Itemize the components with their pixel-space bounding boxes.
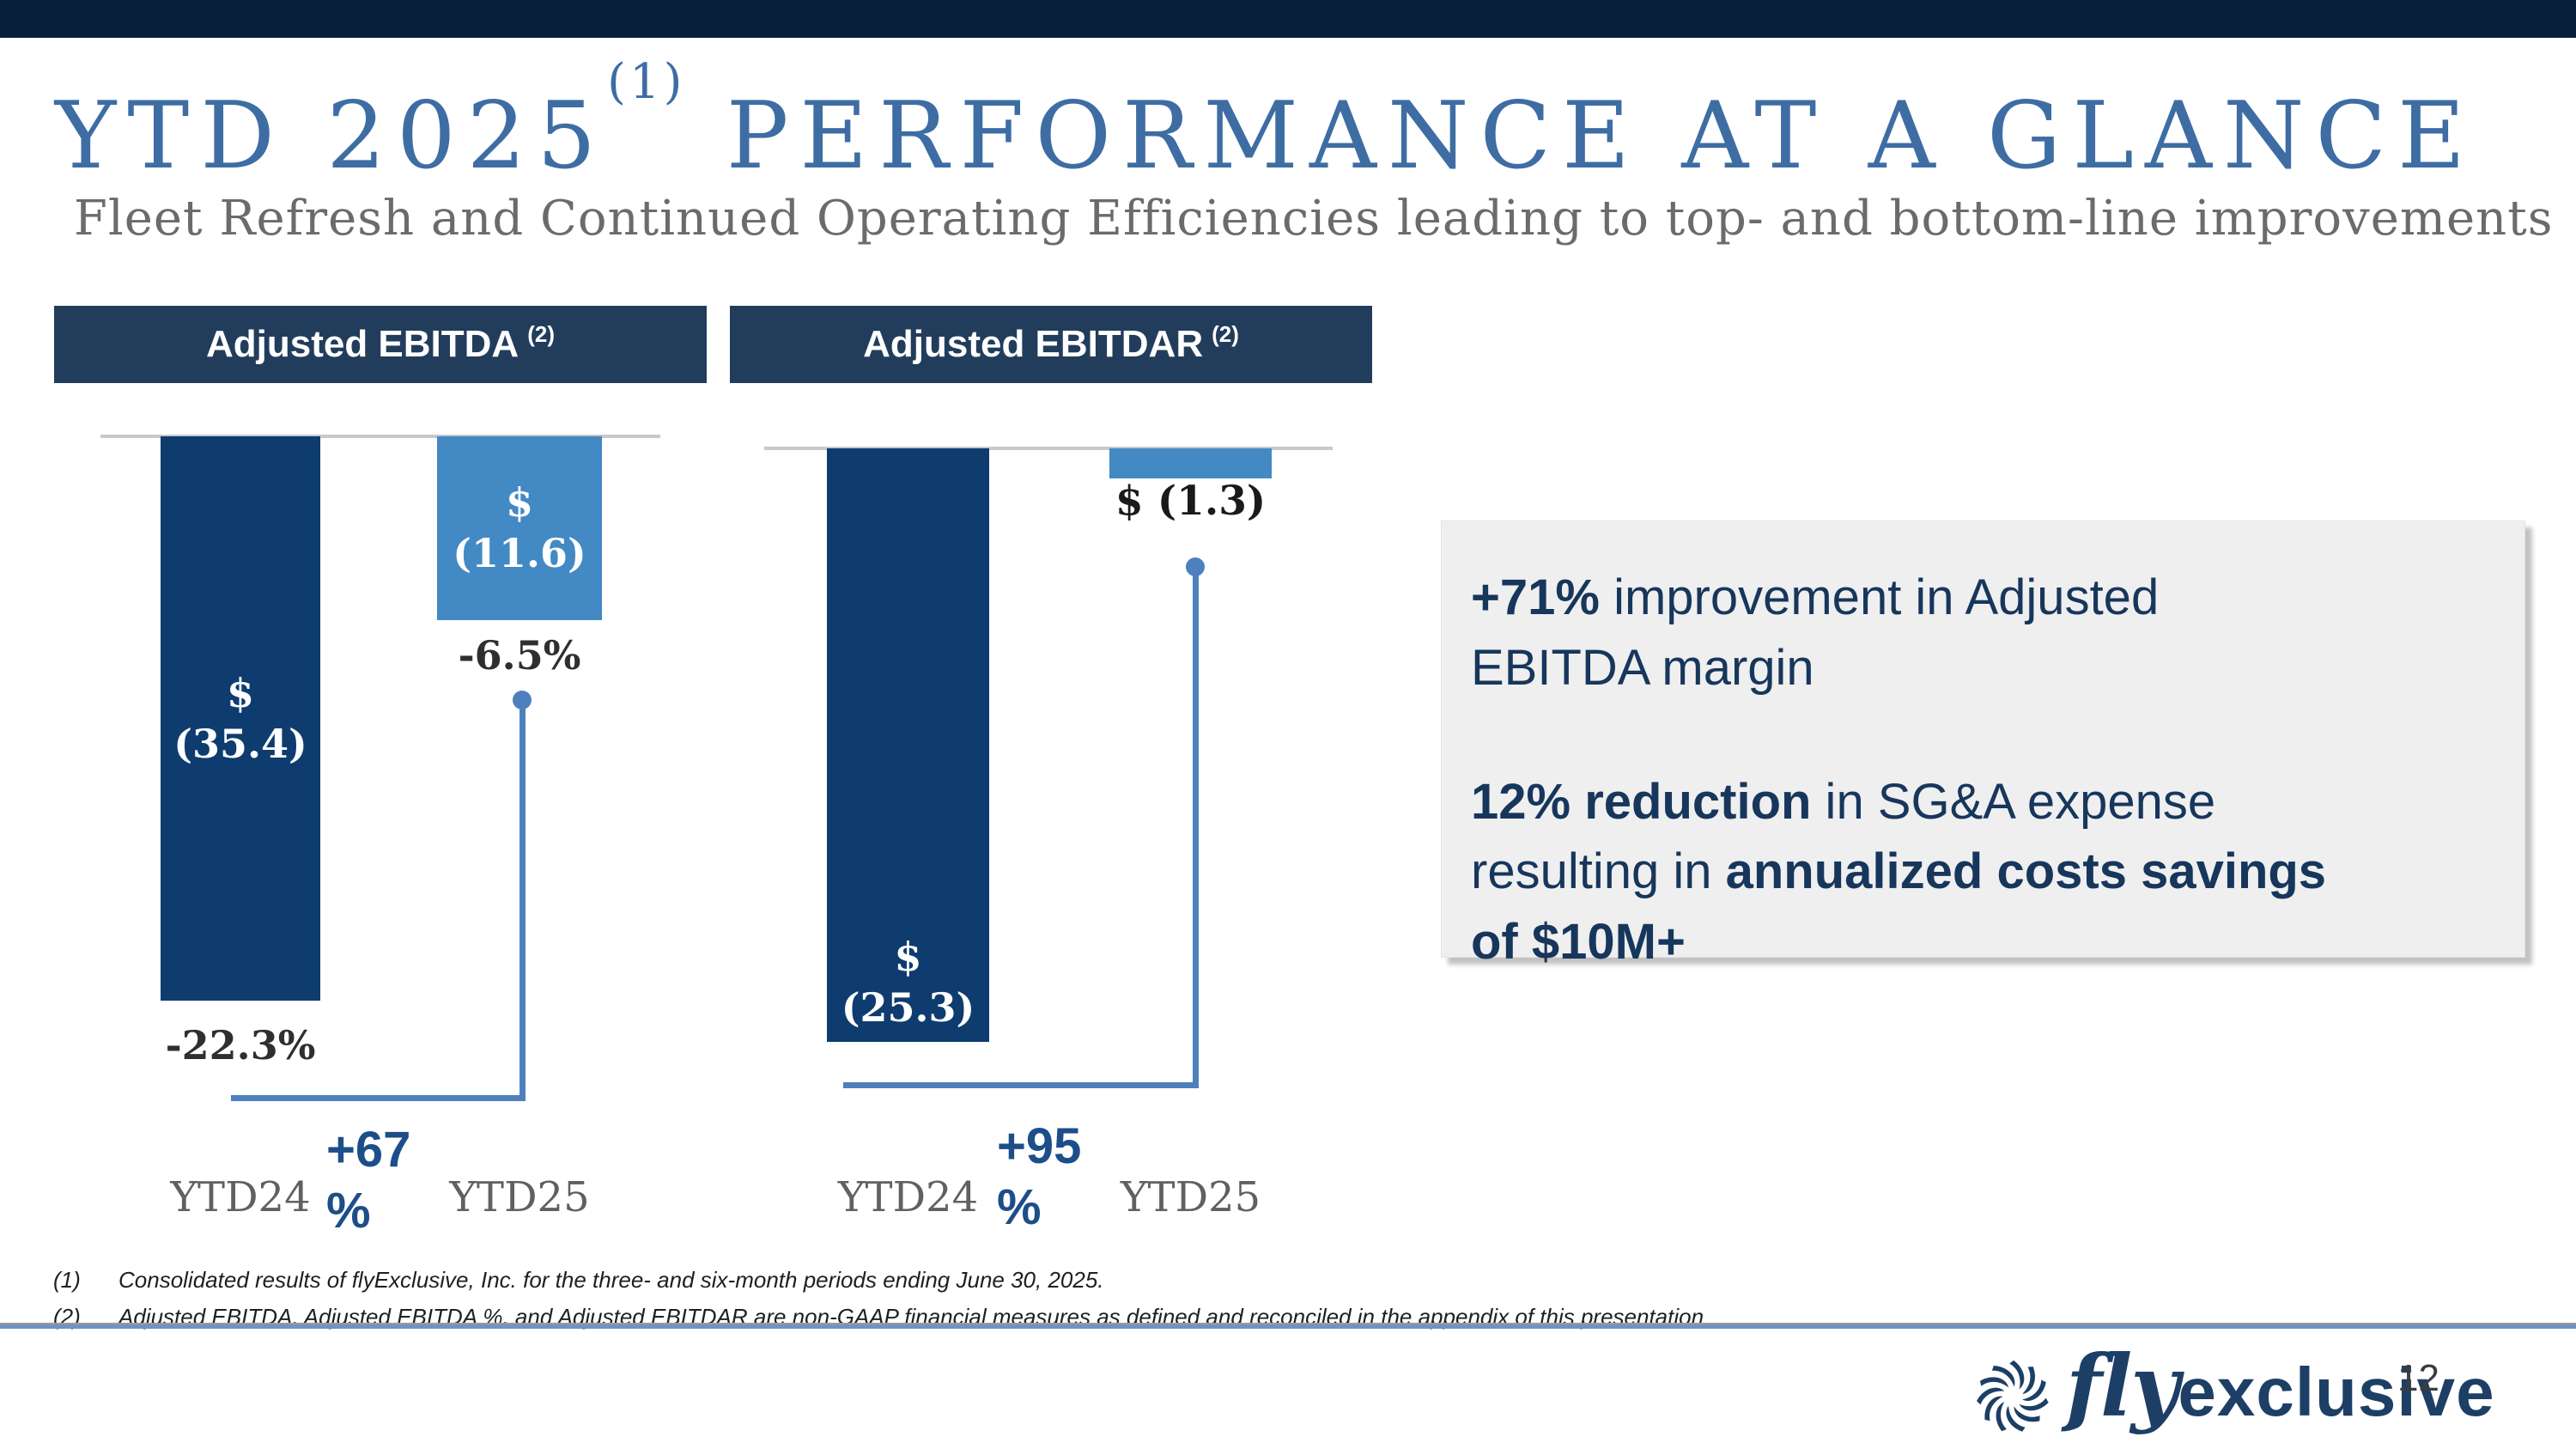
- chart1-bar-ytd24-value: $ (35.4): [173, 669, 307, 767]
- page-title-main: YTD 2025: [55, 82, 608, 190]
- chart1-title: Adjusted EBITDA: [205, 323, 519, 365]
- chart2-connector-vertical: [1193, 567, 1199, 1082]
- footer-divider-line: [0, 1323, 2576, 1329]
- chart1-margin-ytd25: -6.5%: [458, 632, 581, 679]
- chart1-title-bar: Adjusted EBITDA (2): [54, 306, 707, 383]
- highlights-callout-box: +71% improvement in Adjusted EBITDA marg…: [1441, 521, 2525, 970]
- chart1-bar-ytd25-value: $ (11.6): [453, 479, 586, 576]
- chart2-title: Adjusted EBITDAR: [863, 323, 1204, 365]
- flyexclusive-logo: fly exclusive: [1971, 1333, 2495, 1436]
- chart1-connector-vertical: [519, 700, 526, 1095]
- chart2-zero-axis: [764, 447, 1333, 450]
- chart1-axis-label-ytd25: YTD25: [449, 1173, 590, 1221]
- chart2-bar-ytd25: [1109, 448, 1272, 478]
- chart2-improvement-label: +95 %: [997, 1118, 1082, 1235]
- chart2-axis-label-ytd24: YTD24: [837, 1173, 979, 1221]
- chart1-footnote-marker: (2): [527, 320, 555, 347]
- chart1-zero-axis: [100, 435, 660, 438]
- callout-ebitda-margin-note: +71% improvement in Adjusted EBITDA marg…: [1471, 569, 2160, 696]
- chart-adjusted-ebitda: Adjusted EBITDA (2) $ (35.4) $ (11.6) -2…: [54, 306, 707, 1251]
- chart2-bar-ytd24: $ (25.3): [827, 448, 989, 1042]
- page-subtitle: Fleet Refresh and Continued Operating Ef…: [74, 191, 2554, 247]
- chart-adjusted-ebitdar: Adjusted EBITDAR (2) $ (25.3) $ (1.3) +9…: [730, 306, 1372, 1251]
- chart2-bar-ytd24-value: $ (25.3): [841, 934, 975, 1032]
- title-footnote-marker: (1): [607, 54, 686, 110]
- page-number: 12: [2397, 1357, 2439, 1399]
- page-title-rest: PERFORMANCE AT A GLANCE: [685, 82, 2476, 190]
- chart1-axis-label-ytd24: YTD24: [170, 1173, 311, 1221]
- swirl-logo-icon: [1975, 1360, 2050, 1435]
- page-title: YTD 2025(1) PERFORMANCE AT A GLANCE: [55, 54, 2545, 190]
- chart1-bar-ytd25: $ (11.6): [437, 436, 602, 620]
- logo-fly-text: fly: [2066, 1337, 2179, 1436]
- chart2-axis-label-ytd25: YTD25: [1120, 1173, 1261, 1221]
- chart1-improvement-label: +67 %: [326, 1122, 411, 1239]
- logo-exclusive-text: exclusive: [2178, 1354, 2495, 1430]
- footnote-1: (1) Consolidated results of flyExclusive…: [53, 1267, 1104, 1293]
- chart2-connector-horizontal: [843, 1082, 1199, 1088]
- chart1-margin-ytd24: -22.3%: [165, 1022, 316, 1068]
- chart1-connector-horizontal: [231, 1095, 526, 1101]
- chart1-bar-ytd24: $ (35.4): [161, 436, 320, 1001]
- top-accent-bar: [0, 0, 2576, 38]
- callout-sga-reduction-note: 12% reduction in SG&A expense resulting …: [1471, 773, 2327, 971]
- chart2-bar-ytd25-value: $ (1.3): [1115, 478, 1267, 525]
- chart2-footnote-marker: (2): [1212, 320, 1239, 347]
- chart2-title-bar: Adjusted EBITDAR (2): [730, 306, 1372, 383]
